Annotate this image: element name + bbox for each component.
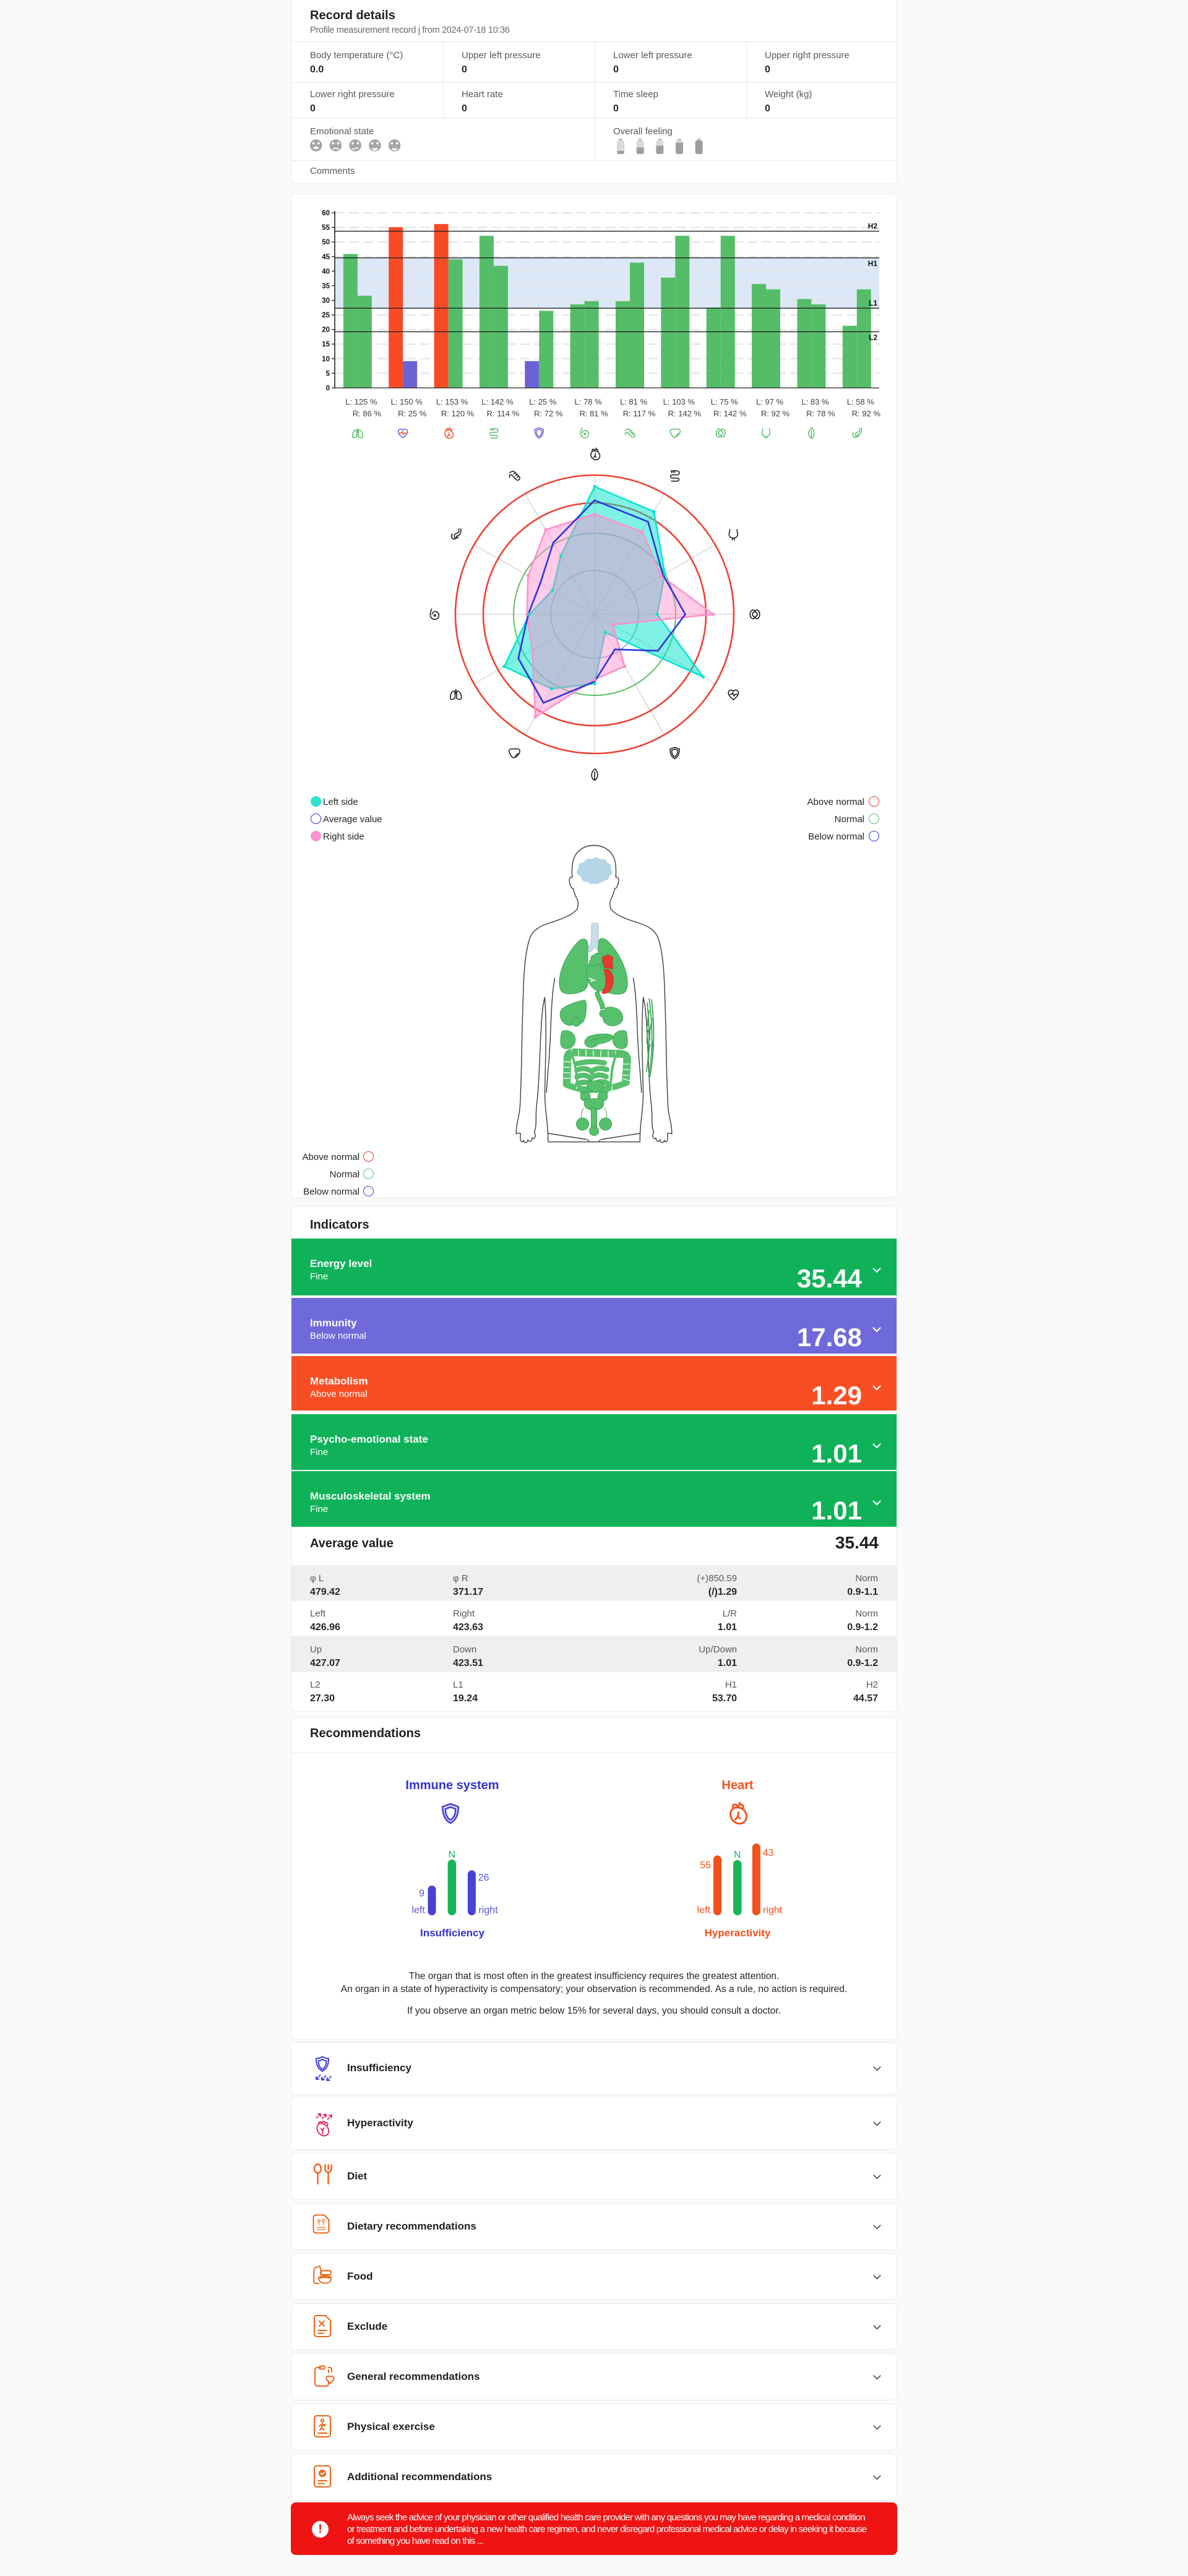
svg-text:L: 125 %: L: 125 %	[345, 397, 377, 406]
svg-text:30: 30	[322, 298, 330, 305]
svg-text:R: 117 %: R: 117 %	[623, 409, 656, 418]
svg-text:R: 114 %: R: 114 %	[487, 409, 520, 418]
svg-text:R: 72 %: R: 72 %	[534, 409, 563, 418]
svg-text:10: 10	[322, 356, 330, 363]
svg-text:R: 78 %: R: 78 %	[806, 409, 835, 418]
svg-text:20: 20	[322, 327, 330, 334]
svg-text:55: 55	[322, 225, 330, 232]
svg-text:L: 81 %: L: 81 %	[620, 397, 648, 406]
svg-text:L: 97 %: L: 97 %	[756, 397, 784, 406]
svg-text:R: 120 %: R: 120 %	[441, 409, 475, 418]
svg-text:5: 5	[326, 370, 330, 377]
svg-text:L: 58 %: L: 58 %	[847, 397, 875, 406]
svg-text:L: 78 %: L: 78 %	[575, 397, 603, 406]
svg-text:right: right	[763, 1905, 783, 1915]
svg-text:N: N	[449, 1850, 456, 1860]
svg-text:L: 83 %: L: 83 %	[801, 397, 829, 406]
svg-text:L: 150 %: L: 150 %	[391, 397, 423, 406]
svg-text:40: 40	[322, 268, 330, 275]
svg-text:25: 25	[322, 312, 330, 319]
svg-text:R: 142 %: R: 142 %	[713, 409, 747, 418]
svg-text:R: 142 %: R: 142 %	[668, 409, 702, 418]
svg-text:H2: H2	[868, 222, 878, 231]
svg-text:L: 75 %: L: 75 %	[711, 397, 739, 406]
svg-text:R: 86 %: R: 86 %	[353, 409, 382, 418]
svg-text:H1: H1	[868, 259, 878, 268]
svg-text:50: 50	[322, 239, 330, 246]
svg-text:L: 25 %: L: 25 %	[529, 397, 557, 406]
svg-text:L1: L1	[869, 299, 877, 307]
svg-text:35: 35	[322, 283, 330, 290]
svg-text:60: 60	[322, 210, 330, 217]
svg-text:43: 43	[763, 1848, 774, 1858]
svg-text:0: 0	[326, 385, 330, 392]
svg-text:L2: L2	[869, 333, 877, 341]
svg-text:left: left	[412, 1905, 426, 1915]
svg-text:right: right	[478, 1905, 498, 1915]
svg-text:L: 103 %: L: 103 %	[663, 397, 695, 406]
svg-text:N: N	[734, 1850, 741, 1860]
svg-text:55: 55	[700, 1860, 711, 1871]
svg-text:R: 92 %: R: 92 %	[852, 409, 881, 418]
svg-text:L: 142 %: L: 142 %	[481, 397, 514, 406]
svg-text:left: left	[697, 1905, 711, 1915]
svg-text:R: 92 %: R: 92 %	[761, 409, 790, 418]
svg-text:R: 81 %: R: 81 %	[579, 409, 608, 418]
svg-text:L: 153 %: L: 153 %	[436, 397, 468, 406]
svg-text:9: 9	[419, 1888, 424, 1899]
svg-text:45: 45	[322, 254, 330, 261]
svg-text:R: 25 %: R: 25 %	[398, 409, 427, 418]
svg-text:15: 15	[322, 341, 330, 348]
svg-text:26: 26	[478, 1873, 489, 1883]
